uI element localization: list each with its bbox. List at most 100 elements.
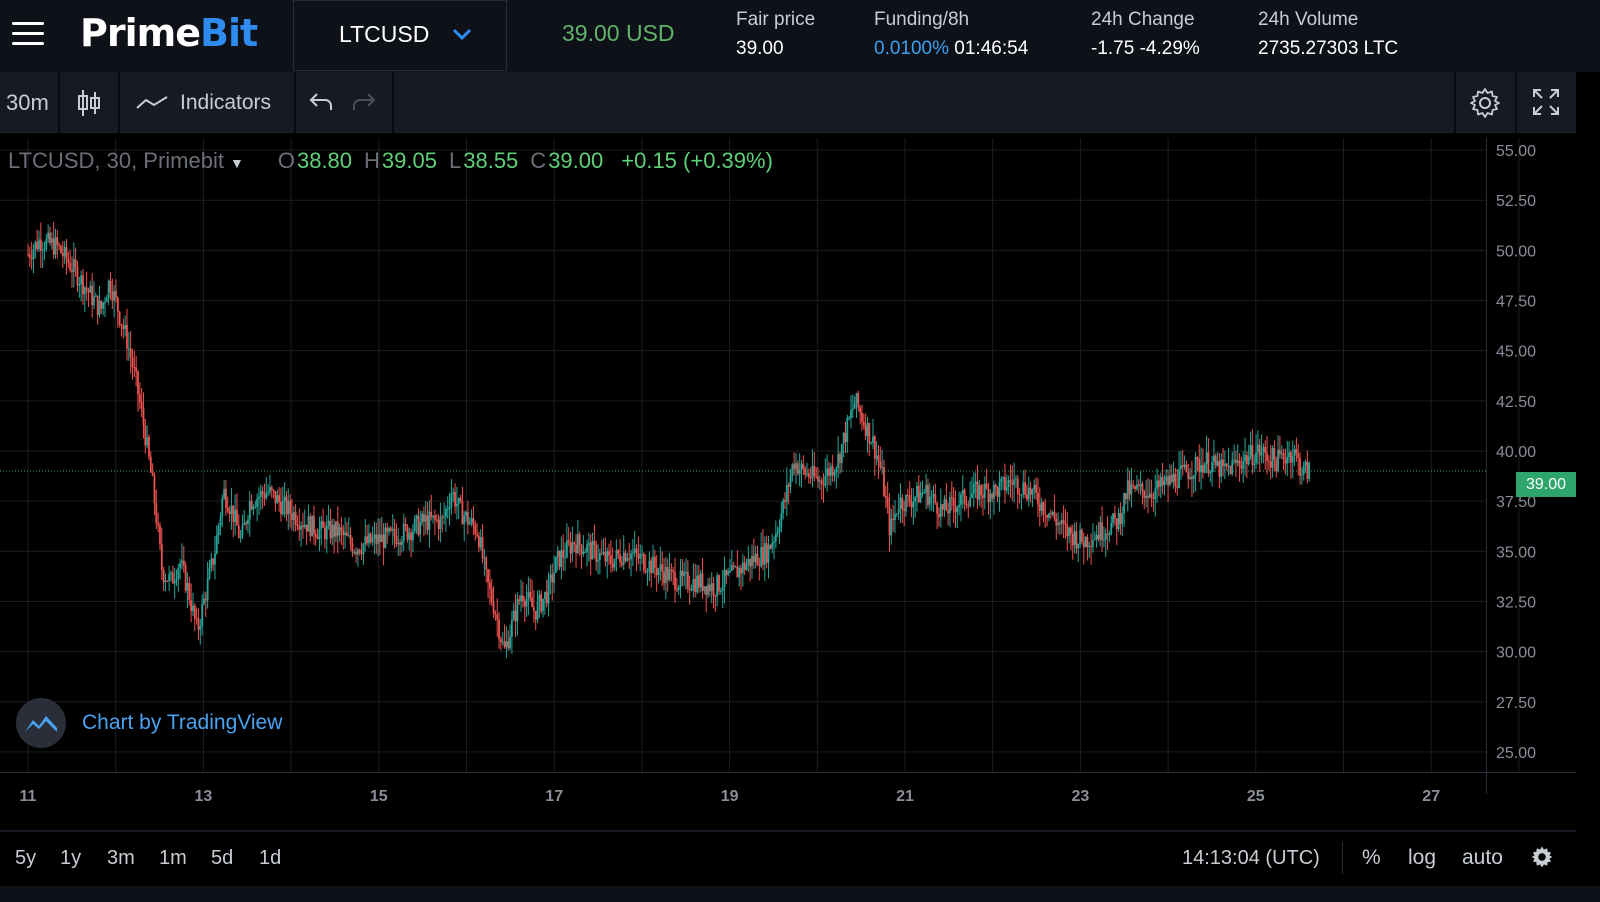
candle-body (769, 545, 772, 549)
candle-body (1211, 461, 1213, 473)
candle-body (980, 485, 983, 496)
candle-body (740, 568, 742, 574)
candle-body (688, 588, 691, 591)
candle-body (140, 402, 143, 409)
candle-body (613, 558, 616, 568)
candle-body (386, 527, 389, 532)
candle-body (159, 525, 161, 544)
candle-body (80, 275, 83, 285)
candle-body (124, 324, 127, 329)
candle-body (1277, 449, 1279, 472)
menu-icon[interactable] (12, 18, 44, 50)
tradingview-link[interactable]: Chart by TradingView (82, 711, 283, 734)
caret-down-icon[interactable]: ▼ (229, 155, 244, 171)
candle-body (142, 408, 145, 426)
candle-body (496, 614, 499, 620)
log-toggle[interactable]: log (1408, 846, 1437, 869)
candle-body (1240, 465, 1243, 469)
candles-icon[interactable] (76, 88, 102, 118)
symbol-dropdown[interactable]: LTCUSD (293, 0, 507, 71)
gear-icon[interactable] (1469, 87, 1501, 119)
candle-body (1256, 444, 1259, 453)
range-3m[interactable]: 3m (107, 847, 135, 869)
range-1d[interactable]: 1d (259, 847, 282, 869)
candle-body (954, 505, 957, 513)
candle-body (861, 412, 863, 422)
candle-body (553, 572, 555, 583)
range-5y[interactable]: 5y (15, 847, 37, 869)
candle-body (1042, 502, 1045, 515)
candle-body (630, 553, 632, 560)
candle-body (151, 472, 154, 476)
candle-body (1222, 459, 1224, 467)
candle-body (521, 595, 524, 602)
candle-body (723, 569, 726, 587)
candle-body (197, 618, 200, 630)
candle-body (1245, 455, 1248, 464)
candle-body (578, 534, 581, 546)
volume-label: 24h Volume (1258, 9, 1359, 30)
candle-body (707, 584, 709, 595)
y-tick-label: 40.00 (1496, 444, 1536, 461)
legend-change: +0.15 (+0.39%) (621, 148, 773, 173)
candle-body (72, 259, 75, 273)
candle-body (93, 296, 95, 305)
candle-body (256, 498, 259, 507)
candle-body (562, 550, 565, 558)
candle-body (291, 513, 293, 521)
candle-body (179, 562, 182, 569)
utc-clock[interactable]: 14:13:04 (UTC) (1182, 847, 1320, 869)
candle-body (346, 532, 348, 536)
candle-body (261, 491, 264, 495)
indicators-button[interactable]: Indicators (136, 88, 271, 118)
candle-body (445, 509, 447, 517)
legend-low-key: L (448, 148, 462, 173)
redo-icon[interactable] (352, 91, 376, 113)
candle-body (644, 570, 647, 572)
candle-body (115, 290, 117, 298)
candle-body (976, 481, 979, 500)
candle-body (983, 483, 986, 498)
interval-button[interactable]: 30m (6, 90, 49, 115)
fullscreen-icon[interactable] (1532, 88, 1560, 116)
auto-toggle[interactable]: auto (1462, 846, 1503, 869)
candle-body (875, 455, 878, 459)
candle-body (390, 528, 392, 531)
price-chart[interactable]: 55.00 52.50 50.00 47.50 45.00 42.50 40.00 37.50… (0, 138, 1576, 830)
candle-body (806, 473, 808, 475)
candle-body (1231, 460, 1234, 475)
range-1m[interactable]: 1m (159, 847, 187, 869)
candle-body (49, 232, 51, 243)
candle-body (738, 568, 741, 578)
candle-body (357, 549, 359, 555)
candle-body (1011, 482, 1014, 485)
logo[interactable]: PrimeBit (80, 10, 258, 56)
candle-body (791, 464, 794, 476)
x-tick-label: 11 (20, 788, 37, 805)
candle-body (375, 534, 378, 544)
candle-body (571, 542, 574, 554)
candle-body (1158, 480, 1160, 487)
candle-body (859, 407, 862, 413)
candle-body (754, 553, 757, 563)
legend-title[interactable]: LTCUSD, 30, Primebit (8, 148, 224, 173)
legend-high-key: H (364, 148, 380, 173)
candle-body (1143, 490, 1146, 499)
candle-body (373, 534, 376, 539)
candle-body (347, 535, 350, 537)
candlestick-chart[interactable]: 55.00 52.50 50.00 47.50 45.00 42.50 40.00 37.50… (0, 138, 1576, 830)
range-5d[interactable]: 5d (211, 847, 234, 869)
range-1y[interactable]: 1y (60, 847, 82, 869)
candle-body (624, 552, 627, 561)
candle-body (432, 515, 434, 518)
candle-body (760, 546, 763, 567)
candle-body (839, 454, 841, 463)
scale-settings-icon[interactable] (1530, 845, 1554, 869)
tradingview-attribution[interactable]: Chart by TradingView (16, 698, 282, 748)
undo-icon[interactable] (309, 91, 333, 113)
candle-body (417, 515, 420, 535)
percent-toggle[interactable]: % (1362, 846, 1381, 869)
candle-body (1308, 463, 1311, 479)
candle-body (573, 542, 576, 545)
candle-body (1031, 489, 1034, 495)
